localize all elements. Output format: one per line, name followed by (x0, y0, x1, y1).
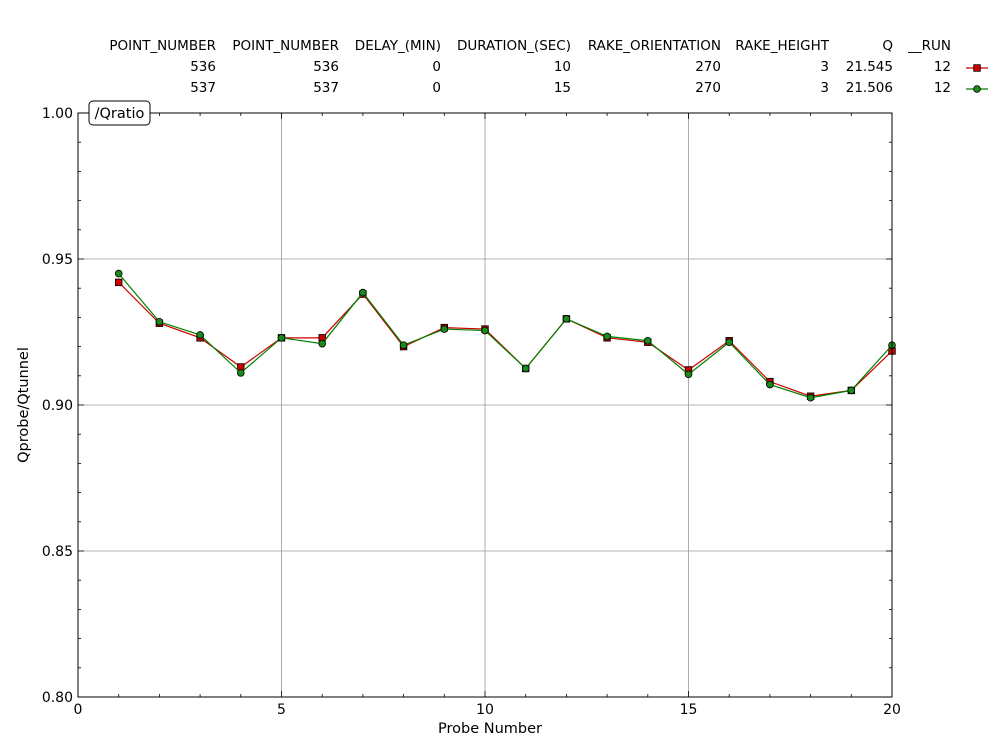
header-cell: 0 (432, 59, 441, 75)
series-line (118, 273, 893, 399)
header-column-label: RAKE_ORIENTATION (587, 38, 721, 54)
header-cell: 537 (313, 80, 339, 96)
data-point (562, 315, 571, 323)
header-cell: 537 (190, 80, 216, 96)
x-tick-label: 5 (277, 702, 286, 718)
header-cell: 12 (933, 80, 951, 96)
y-tick-label: 1.00 (42, 106, 73, 122)
data-point (725, 338, 733, 347)
header-cell: 3 (820, 80, 829, 96)
data-point (643, 336, 652, 345)
y-tick-label: 0.95 (42, 252, 73, 268)
data-point (155, 317, 164, 326)
header-cell: 12 (933, 59, 951, 75)
y-tick-label: 0.85 (42, 544, 73, 560)
header-column-label: DELAY_(MIN) (354, 38, 441, 54)
data-point (521, 364, 530, 373)
legend-marker (973, 85, 981, 93)
data-point (481, 326, 489, 335)
data-point (399, 341, 408, 349)
x-tick-label: 10 (476, 702, 494, 718)
header-cell: 536 (313, 59, 339, 75)
header-cell: 536 (190, 59, 216, 75)
data-point (115, 278, 123, 287)
data-point (684, 370, 693, 379)
legend-marker (973, 64, 981, 72)
header-cell: 0 (432, 80, 441, 96)
y-tick-label: 0.90 (42, 398, 73, 414)
data-point (440, 325, 449, 333)
chart-title: /Qratio (95, 106, 145, 122)
x-tick-label: 15 (680, 702, 698, 718)
header-column-label: DURATION_(SEC) (456, 38, 571, 54)
header-column-label: POINT_NUMBER (232, 38, 339, 54)
header-column-label: Q (882, 38, 893, 54)
x-axis-label: Probe Number (438, 721, 542, 737)
data-point (766, 380, 774, 389)
header-cell: 270 (695, 59, 721, 75)
data-point (603, 332, 611, 341)
header-cell: 270 (695, 80, 721, 96)
header-table: POINT_NUMBER POINT_NUMBER DELAY_(MIN) DURAT… (0, 0, 1000, 100)
data-point (847, 386, 856, 395)
header-column-label: __RUN (908, 38, 951, 54)
data-point (318, 339, 327, 348)
data-point (196, 331, 204, 339)
header-cell: 21.545 (845, 59, 893, 75)
y-axis-label: Qprobe/Qtunnel (16, 347, 32, 463)
header-cell: 10 (553, 59, 571, 75)
title-box (88, 100, 151, 126)
header-cell: 15 (553, 80, 571, 96)
header-column-label: POINT_NUMBER (109, 38, 216, 54)
header-cell: 21.506 (845, 80, 893, 96)
header-cell: 3 (820, 59, 829, 75)
data-point (114, 269, 123, 278)
x-tick-label: 0 (74, 702, 83, 718)
header-column-label: RAKE_HEIGHT (735, 38, 829, 54)
data-point (237, 369, 245, 377)
data-point (277, 334, 286, 342)
y-tick-label: 0.80 (42, 690, 73, 706)
data-point (806, 393, 815, 402)
plot-frame (77, 112, 893, 698)
data-point (359, 288, 367, 297)
series-line (118, 281, 893, 397)
x-tick-label: 20 (883, 702, 901, 718)
